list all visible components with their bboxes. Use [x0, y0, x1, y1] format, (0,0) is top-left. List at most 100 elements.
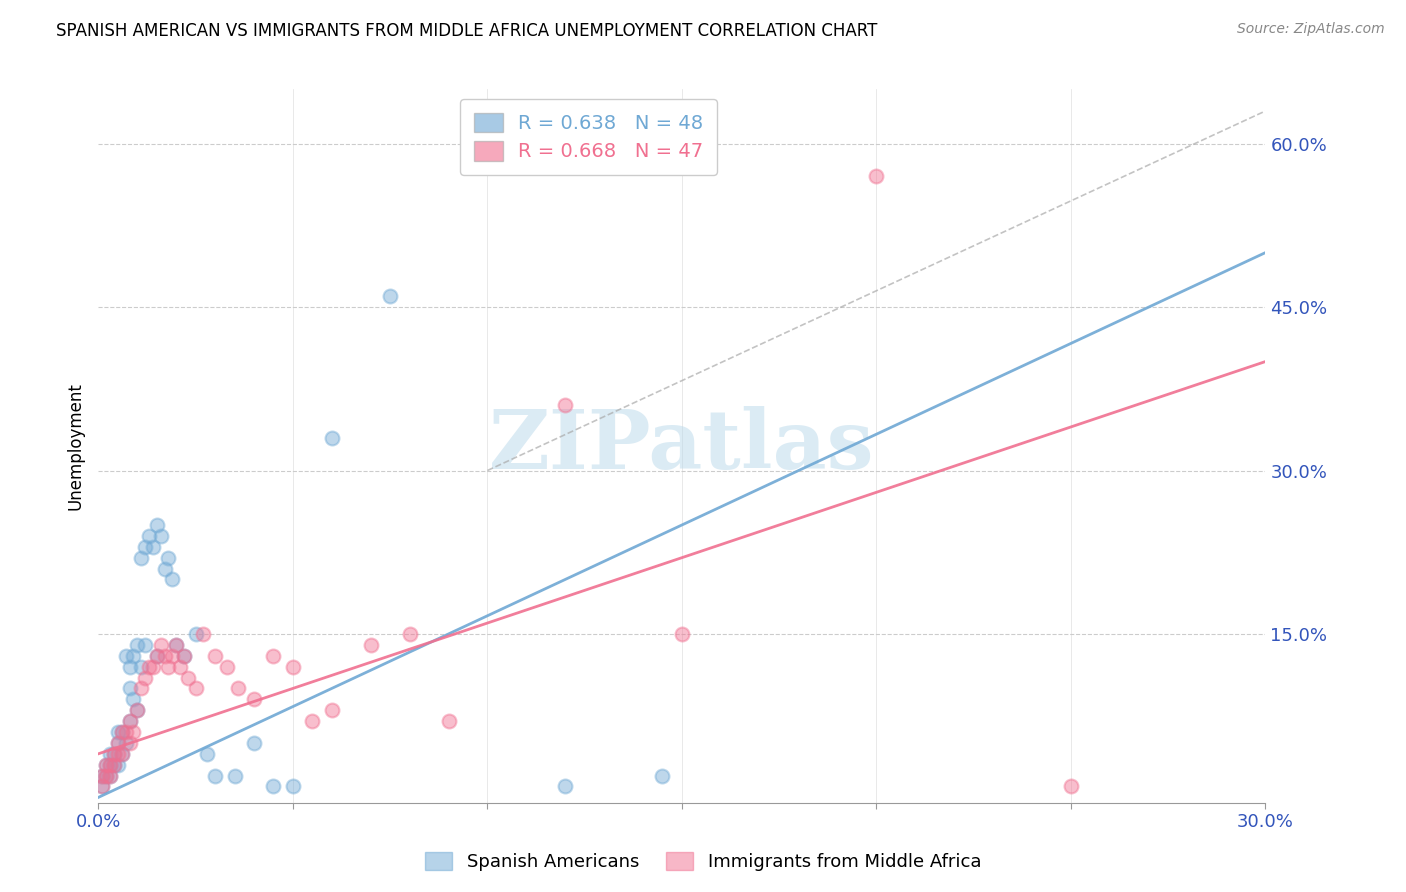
Point [138, 659, 160, 673]
Point [177, 671, 200, 685]
Legend: R = 0.638   N = 48, R = 0.668   N = 47: R = 0.638 N = 48, R = 0.668 N = 47 [460, 99, 717, 175]
Point [173, 648, 195, 663]
Point [103, 757, 125, 772]
Point [91, 780, 114, 794]
Point [262, 648, 284, 663]
Point [228, 681, 250, 696]
Point [195, 747, 218, 761]
Point [118, 714, 141, 728]
Point [129, 550, 152, 565]
Point [107, 757, 129, 772]
Point [98, 768, 121, 782]
Point [153, 648, 176, 663]
Point [118, 714, 141, 728]
Point [1060, 780, 1083, 794]
Point [118, 659, 141, 673]
Point [118, 681, 141, 696]
Point [111, 747, 134, 761]
Point [153, 561, 176, 575]
Point [865, 169, 887, 184]
Point [91, 768, 114, 782]
Point [243, 692, 266, 706]
Point [107, 736, 129, 750]
Point [114, 736, 136, 750]
Point [169, 659, 191, 673]
Point [107, 736, 129, 750]
Point [146, 648, 169, 663]
Y-axis label: Unemployment: Unemployment [66, 382, 84, 510]
Point [111, 747, 134, 761]
Point [118, 736, 141, 750]
Point [138, 529, 160, 543]
Point [127, 703, 149, 717]
Point [146, 648, 169, 663]
Point [122, 648, 145, 663]
Point [224, 768, 246, 782]
Point [122, 692, 145, 706]
Point [107, 747, 129, 761]
Point [554, 398, 576, 412]
Point [98, 757, 121, 772]
Point [157, 659, 180, 673]
Point [651, 768, 673, 782]
Point [204, 648, 226, 663]
Point [398, 627, 420, 641]
Point [204, 768, 226, 782]
Point [111, 725, 134, 739]
Point [127, 638, 149, 652]
Point [281, 659, 304, 673]
Point [91, 768, 114, 782]
Text: ZIPatlas: ZIPatlas [489, 406, 875, 486]
Point [184, 681, 207, 696]
Point [360, 638, 382, 652]
Point [193, 627, 215, 641]
Point [157, 550, 180, 565]
Point [321, 703, 343, 717]
Point [671, 627, 693, 641]
Point [142, 540, 165, 554]
Point [134, 671, 156, 685]
Point [215, 659, 238, 673]
Point [437, 714, 460, 728]
Point [96, 768, 118, 782]
Point [96, 757, 118, 772]
Point [96, 757, 118, 772]
Point [281, 780, 304, 794]
Point [98, 757, 121, 772]
Point [554, 780, 576, 794]
Point [149, 638, 172, 652]
Point [380, 289, 402, 303]
Point [129, 681, 152, 696]
Point [162, 573, 184, 587]
Point [162, 648, 184, 663]
Point [165, 638, 187, 652]
Point [98, 747, 121, 761]
Point [103, 757, 125, 772]
Point [107, 725, 129, 739]
Point [321, 431, 343, 445]
Point [149, 529, 172, 543]
Point [184, 627, 207, 641]
Point [142, 659, 165, 673]
Point [262, 780, 284, 794]
Point [146, 518, 169, 533]
Legend: Spanish Americans, Immigrants from Middle Africa: Spanish Americans, Immigrants from Middl… [418, 846, 988, 879]
Point [243, 736, 266, 750]
Point [98, 768, 121, 782]
Point [114, 725, 136, 739]
Point [127, 703, 149, 717]
Text: SPANISH AMERICAN VS IMMIGRANTS FROM MIDDLE AFRICA UNEMPLOYMENT CORRELATION CHART: SPANISH AMERICAN VS IMMIGRANTS FROM MIDD… [56, 22, 877, 40]
Point [129, 659, 152, 673]
Text: Source: ZipAtlas.com: Source: ZipAtlas.com [1237, 22, 1385, 37]
Point [114, 648, 136, 663]
Point [301, 714, 323, 728]
Point [91, 780, 114, 794]
Point [96, 768, 118, 782]
Point [134, 638, 156, 652]
Point [103, 747, 125, 761]
Point [134, 540, 156, 554]
Point [165, 638, 187, 652]
Point [173, 648, 195, 663]
Point [122, 725, 145, 739]
Point [111, 725, 134, 739]
